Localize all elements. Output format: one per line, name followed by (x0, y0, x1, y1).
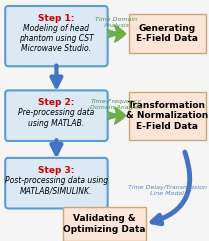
FancyArrowPatch shape (152, 152, 190, 224)
FancyBboxPatch shape (63, 207, 146, 241)
FancyBboxPatch shape (129, 14, 206, 53)
Text: Generating
E-Field Data: Generating E-Field Data (136, 24, 198, 43)
Text: Step 1:: Step 1: (38, 14, 75, 23)
Text: Step 3:: Step 3: (38, 166, 75, 175)
Text: Validating &
Optimizing Data: Validating & Optimizing Data (63, 214, 146, 234)
FancyBboxPatch shape (5, 90, 108, 141)
Text: Step 2:: Step 2: (38, 98, 75, 107)
FancyBboxPatch shape (5, 6, 108, 66)
Text: Time-Frequency
Domain Analysis: Time-Frequency Domain Analysis (90, 99, 143, 110)
Text: Modeling of head
phantom using CST
Microwave Studio.: Modeling of head phantom using CST Micro… (19, 24, 94, 54)
FancyBboxPatch shape (5, 158, 108, 208)
Text: Transformation
& Normalization
E-Field Data: Transformation & Normalization E-Field D… (126, 101, 208, 131)
Text: Time Domain
Analysis: Time Domain Analysis (96, 17, 138, 28)
Text: Pre-processing data
using MATLAB.: Pre-processing data using MATLAB. (18, 108, 94, 128)
FancyBboxPatch shape (129, 92, 206, 140)
Text: Post-processing data using
MATLAB/SIMULINK.: Post-processing data using MATLAB/SIMULI… (5, 176, 108, 195)
Text: Time Delay/Transmission
Line Model: Time Delay/Transmission Line Model (128, 185, 207, 196)
